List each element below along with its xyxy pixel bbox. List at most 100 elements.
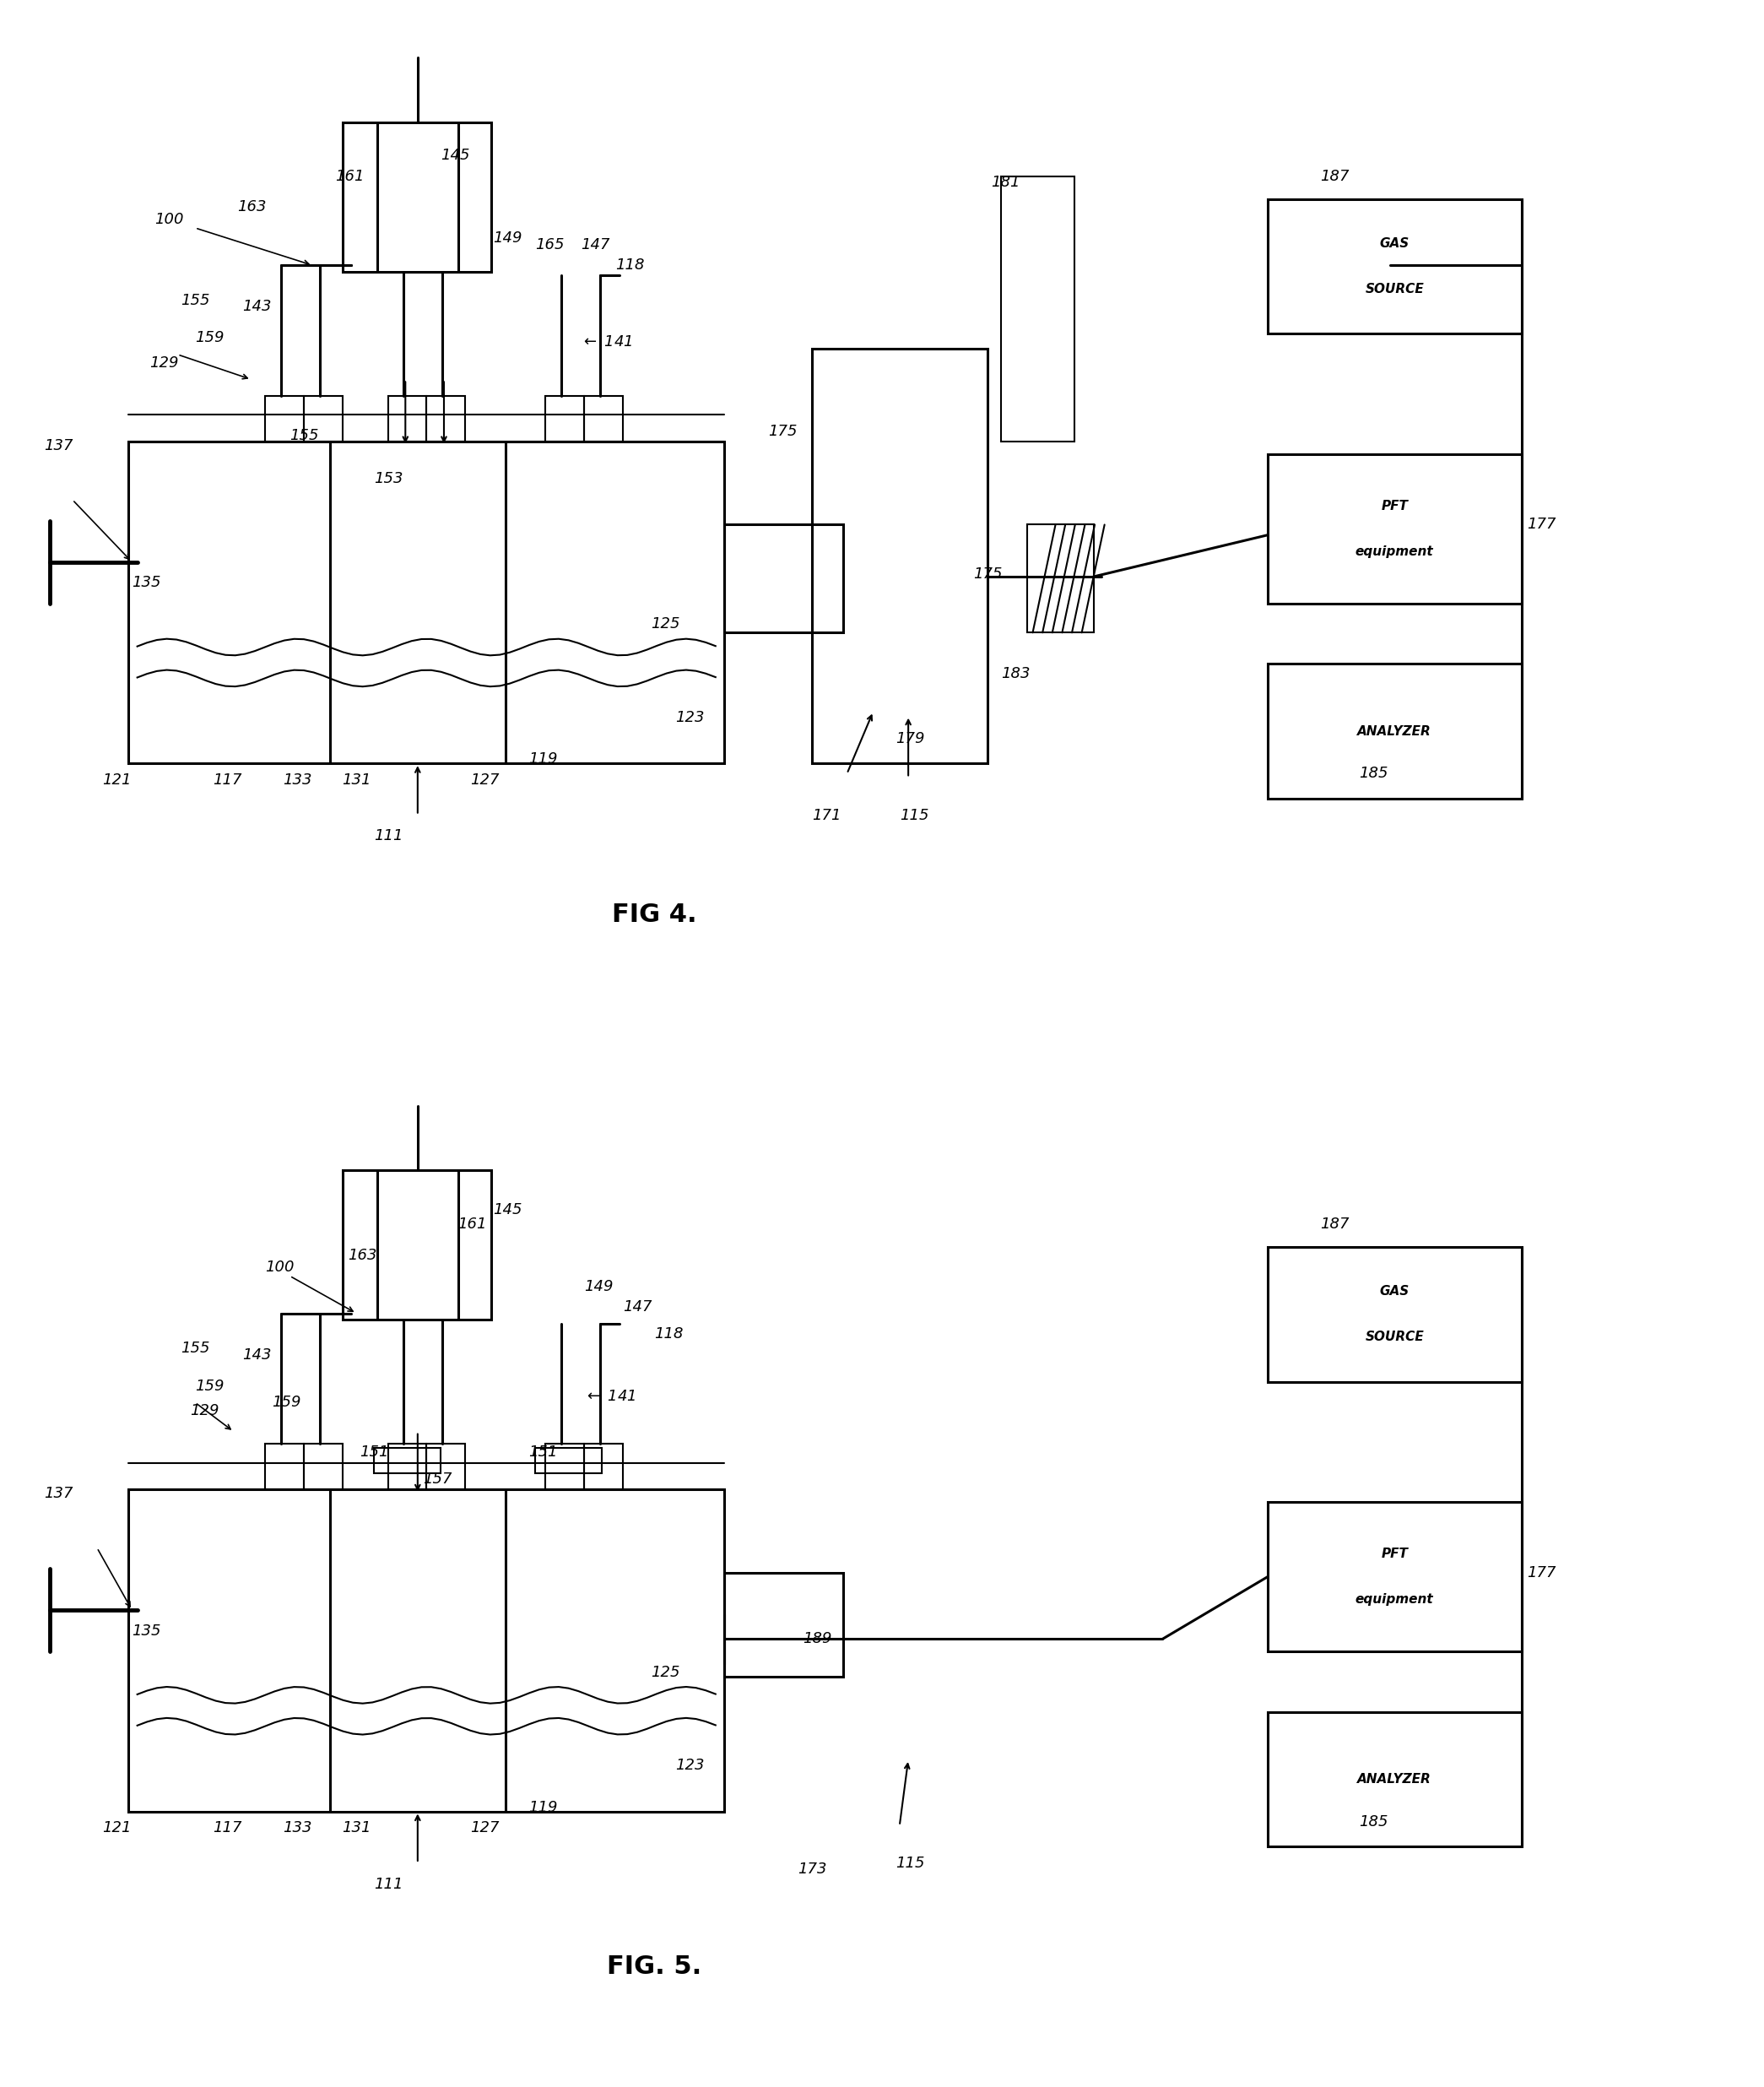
Bar (1268, 1503, 1522, 1651)
Text: 129: 129 (150, 355, 178, 369)
Text: FIG 4.: FIG 4. (612, 902, 697, 927)
Text: 183: 183 (1002, 666, 1030, 682)
Text: 175: 175 (974, 568, 1002, 582)
Bar (374, 1448, 441, 1473)
Text: 165: 165 (534, 238, 564, 253)
Bar (1268, 1711, 1522, 1847)
Text: 127: 127 (471, 772, 499, 787)
Text: 131: 131 (342, 772, 372, 787)
Text: 149: 149 (584, 1279, 614, 1294)
Text: 133: 133 (282, 772, 312, 787)
Text: 145: 145 (441, 148, 469, 163)
Text: $\leftarrow$ 141: $\leftarrow$ 141 (580, 334, 633, 351)
Text: 100: 100 (265, 1261, 295, 1275)
Text: 123: 123 (676, 710, 704, 726)
Text: PFT: PFT (1381, 1549, 1408, 1561)
Text: 147: 147 (623, 1300, 651, 1315)
Text: 145: 145 (492, 1202, 522, 1217)
Text: 155: 155 (289, 428, 319, 442)
Text: 118: 118 (616, 257, 646, 273)
Bar (342, 121, 490, 271)
Bar (1002, 175, 1074, 442)
Text: 131: 131 (342, 1820, 372, 1837)
Text: GAS: GAS (1379, 1286, 1409, 1298)
Text: 143: 143 (242, 1348, 272, 1363)
Bar (725, 1574, 843, 1676)
Text: equipment: equipment (1355, 1592, 1434, 1607)
Text: 121: 121 (102, 1820, 131, 1837)
Text: 135: 135 (132, 576, 161, 591)
Text: 187: 187 (1319, 169, 1349, 184)
Text: 153: 153 (374, 472, 402, 486)
Text: 121: 121 (102, 772, 131, 787)
Text: 185: 185 (1358, 766, 1388, 781)
Bar (1268, 455, 1522, 603)
Text: 163: 163 (348, 1248, 377, 1263)
Bar (129, 442, 725, 764)
Text: 181: 181 (991, 175, 1020, 190)
Text: ANALYZER: ANALYZER (1358, 724, 1432, 737)
Text: equipment: equipment (1355, 545, 1434, 557)
Text: 151: 151 (527, 1444, 557, 1461)
Text: 111: 111 (374, 829, 402, 843)
Text: 127: 127 (471, 1820, 499, 1837)
Text: 125: 125 (651, 1665, 679, 1680)
Bar (1268, 198, 1522, 334)
Bar (584, 1444, 623, 1490)
Text: GAS: GAS (1379, 238, 1409, 250)
Text: 117: 117 (213, 1820, 242, 1837)
Text: 155: 155 (182, 1342, 210, 1357)
Bar (584, 397, 623, 442)
Bar (545, 1444, 584, 1490)
Bar (303, 1444, 342, 1490)
Bar (265, 1444, 303, 1490)
Text: SOURCE: SOURCE (1365, 284, 1424, 296)
Bar (811, 349, 988, 764)
Bar (1268, 664, 1522, 799)
Text: 159: 159 (272, 1394, 302, 1411)
Text: 185: 185 (1358, 1814, 1388, 1830)
Bar (427, 1444, 466, 1490)
Text: 163: 163 (236, 200, 266, 215)
Text: PFT: PFT (1381, 499, 1408, 511)
Bar (265, 397, 303, 442)
Bar (427, 397, 466, 442)
Bar (303, 397, 342, 442)
Text: 159: 159 (196, 1377, 224, 1394)
Text: 177: 177 (1528, 518, 1556, 532)
Text: 129: 129 (191, 1402, 219, 1419)
Text: 143: 143 (242, 298, 272, 315)
Text: 115: 115 (896, 1855, 924, 1870)
Text: 119: 119 (527, 1799, 557, 1816)
Text: 161: 161 (335, 169, 365, 184)
Text: 123: 123 (676, 1757, 704, 1774)
Text: 111: 111 (374, 1876, 402, 1891)
Text: 125: 125 (651, 616, 679, 632)
Text: SOURCE: SOURCE (1365, 1332, 1424, 1344)
Bar (342, 1171, 490, 1319)
Text: 175: 175 (767, 424, 797, 438)
Text: ANALYZER: ANALYZER (1358, 1772, 1432, 1786)
Bar (388, 1444, 427, 1490)
Bar (1027, 524, 1094, 632)
Bar (1268, 1246, 1522, 1382)
Text: 159: 159 (196, 330, 224, 346)
Text: 133: 133 (282, 1820, 312, 1837)
Text: 135: 135 (132, 1624, 161, 1638)
Bar (129, 1490, 725, 1812)
Text: $\leftarrow$ 141: $\leftarrow$ 141 (584, 1388, 637, 1405)
Text: 100: 100 (155, 213, 183, 227)
Text: 149: 149 (492, 232, 522, 246)
Text: 151: 151 (360, 1444, 388, 1461)
Text: 171: 171 (811, 808, 841, 822)
Text: 161: 161 (459, 1217, 487, 1231)
Text: 155: 155 (182, 292, 210, 309)
Text: 189: 189 (803, 1632, 833, 1647)
Text: 147: 147 (580, 238, 610, 253)
Text: 137: 137 (44, 438, 74, 453)
Text: 117: 117 (213, 772, 242, 787)
Text: 137: 137 (44, 1486, 74, 1501)
Text: 118: 118 (654, 1327, 683, 1342)
Bar (388, 397, 427, 442)
Text: 119: 119 (527, 751, 557, 766)
